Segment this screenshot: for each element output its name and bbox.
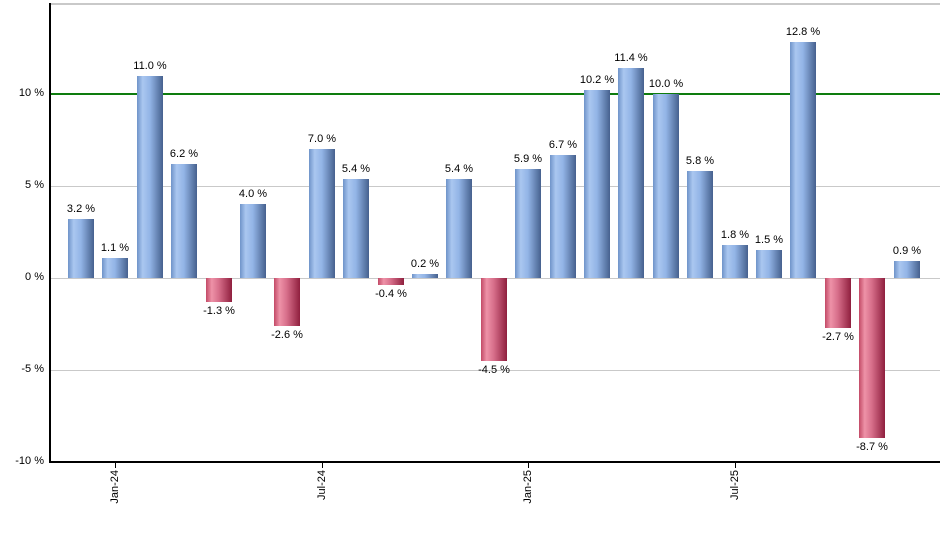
bar-value-label: -1.3 % (203, 305, 235, 317)
bar-value-label: 0.9 % (892, 245, 922, 257)
x-axis-tick (322, 461, 323, 468)
benchmark-line (50, 93, 940, 95)
x-axis-tick (115, 461, 116, 468)
bar[interactable] (171, 164, 197, 278)
bar[interactable] (68, 219, 94, 278)
bar-value-label: -8.7 % (856, 441, 888, 453)
bar[interactable] (343, 179, 369, 278)
bar[interactable] (240, 204, 266, 278)
bar-value-label: 1.1 % (100, 242, 130, 254)
bar[interactable] (378, 278, 404, 285)
bar-value-label: 6.2 % (169, 148, 199, 160)
bar-value-label: 6.7 % (548, 139, 578, 151)
bar-value-label: 1.5 % (754, 234, 784, 246)
bar-value-label: 3.2 % (66, 203, 96, 215)
bar-value-label: 5.8 % (685, 155, 715, 167)
gridline (50, 370, 940, 371)
bar[interactable] (722, 245, 748, 278)
x-axis-tick (528, 461, 529, 468)
bar[interactable] (206, 278, 232, 302)
bar-value-label: 11.0 % (133, 60, 167, 72)
bar[interactable] (550, 155, 576, 278)
bar[interactable] (790, 42, 816, 278)
bar[interactable] (756, 250, 782, 278)
bar[interactable] (515, 169, 541, 278)
y-axis-label: 0 % (25, 271, 44, 283)
bar[interactable] (859, 278, 885, 438)
bar-value-label: -2.6 % (271, 329, 303, 341)
bar-value-label: -4.5 % (478, 364, 510, 376)
bar[interactable] (825, 278, 851, 328)
bar[interactable] (274, 278, 300, 326)
bar[interactable] (309, 149, 335, 278)
bar-value-label: -0.4 % (375, 288, 407, 300)
bar-value-label: 4.0 % (238, 188, 268, 200)
bar[interactable] (653, 94, 679, 278)
y-axis-label: -5 % (21, 363, 44, 375)
x-axis-tick-label: Jan-24 (109, 470, 121, 504)
x-axis-tick-label: Jul-24 (316, 470, 328, 500)
bar[interactable] (687, 171, 713, 278)
gridline (50, 186, 940, 187)
y-axis-label: 5 % (25, 179, 44, 191)
plot-top-border (50, 3, 940, 5)
y-axis (49, 3, 51, 463)
bar[interactable] (137, 76, 163, 278)
bar-value-label: 10.2 % (579, 74, 615, 86)
x-axis-tick (735, 461, 736, 468)
bar[interactable] (481, 278, 507, 361)
bar-value-label: 5.4 % (341, 163, 371, 175)
y-axis-label: 10 % (18, 87, 44, 99)
bar[interactable] (446, 179, 472, 278)
bar-value-label: 11.4 % (614, 52, 648, 64)
x-axis-tick-label: Jul-25 (729, 470, 741, 500)
bar-value-label: 12.8 % (785, 26, 821, 38)
bar-value-label: 5.4 % (444, 163, 474, 175)
bar-value-label: 1.8 % (720, 229, 750, 241)
x-axis-tick-label: Jan-25 (522, 470, 534, 504)
bar[interactable] (584, 90, 610, 278)
y-axis-label: -10 % (15, 455, 44, 467)
bar[interactable] (618, 68, 644, 278)
bar[interactable] (894, 261, 920, 278)
bar[interactable] (412, 274, 438, 278)
bar-value-label: 7.0 % (307, 133, 337, 145)
bar-value-label: 0.2 % (410, 258, 440, 270)
bar-value-label: 5.9 % (513, 153, 543, 165)
bar-value-label: -2.7 % (822, 331, 854, 343)
x-axis (49, 461, 940, 463)
bar[interactable] (102, 258, 128, 278)
bar-value-label: 10.0 % (648, 78, 684, 90)
